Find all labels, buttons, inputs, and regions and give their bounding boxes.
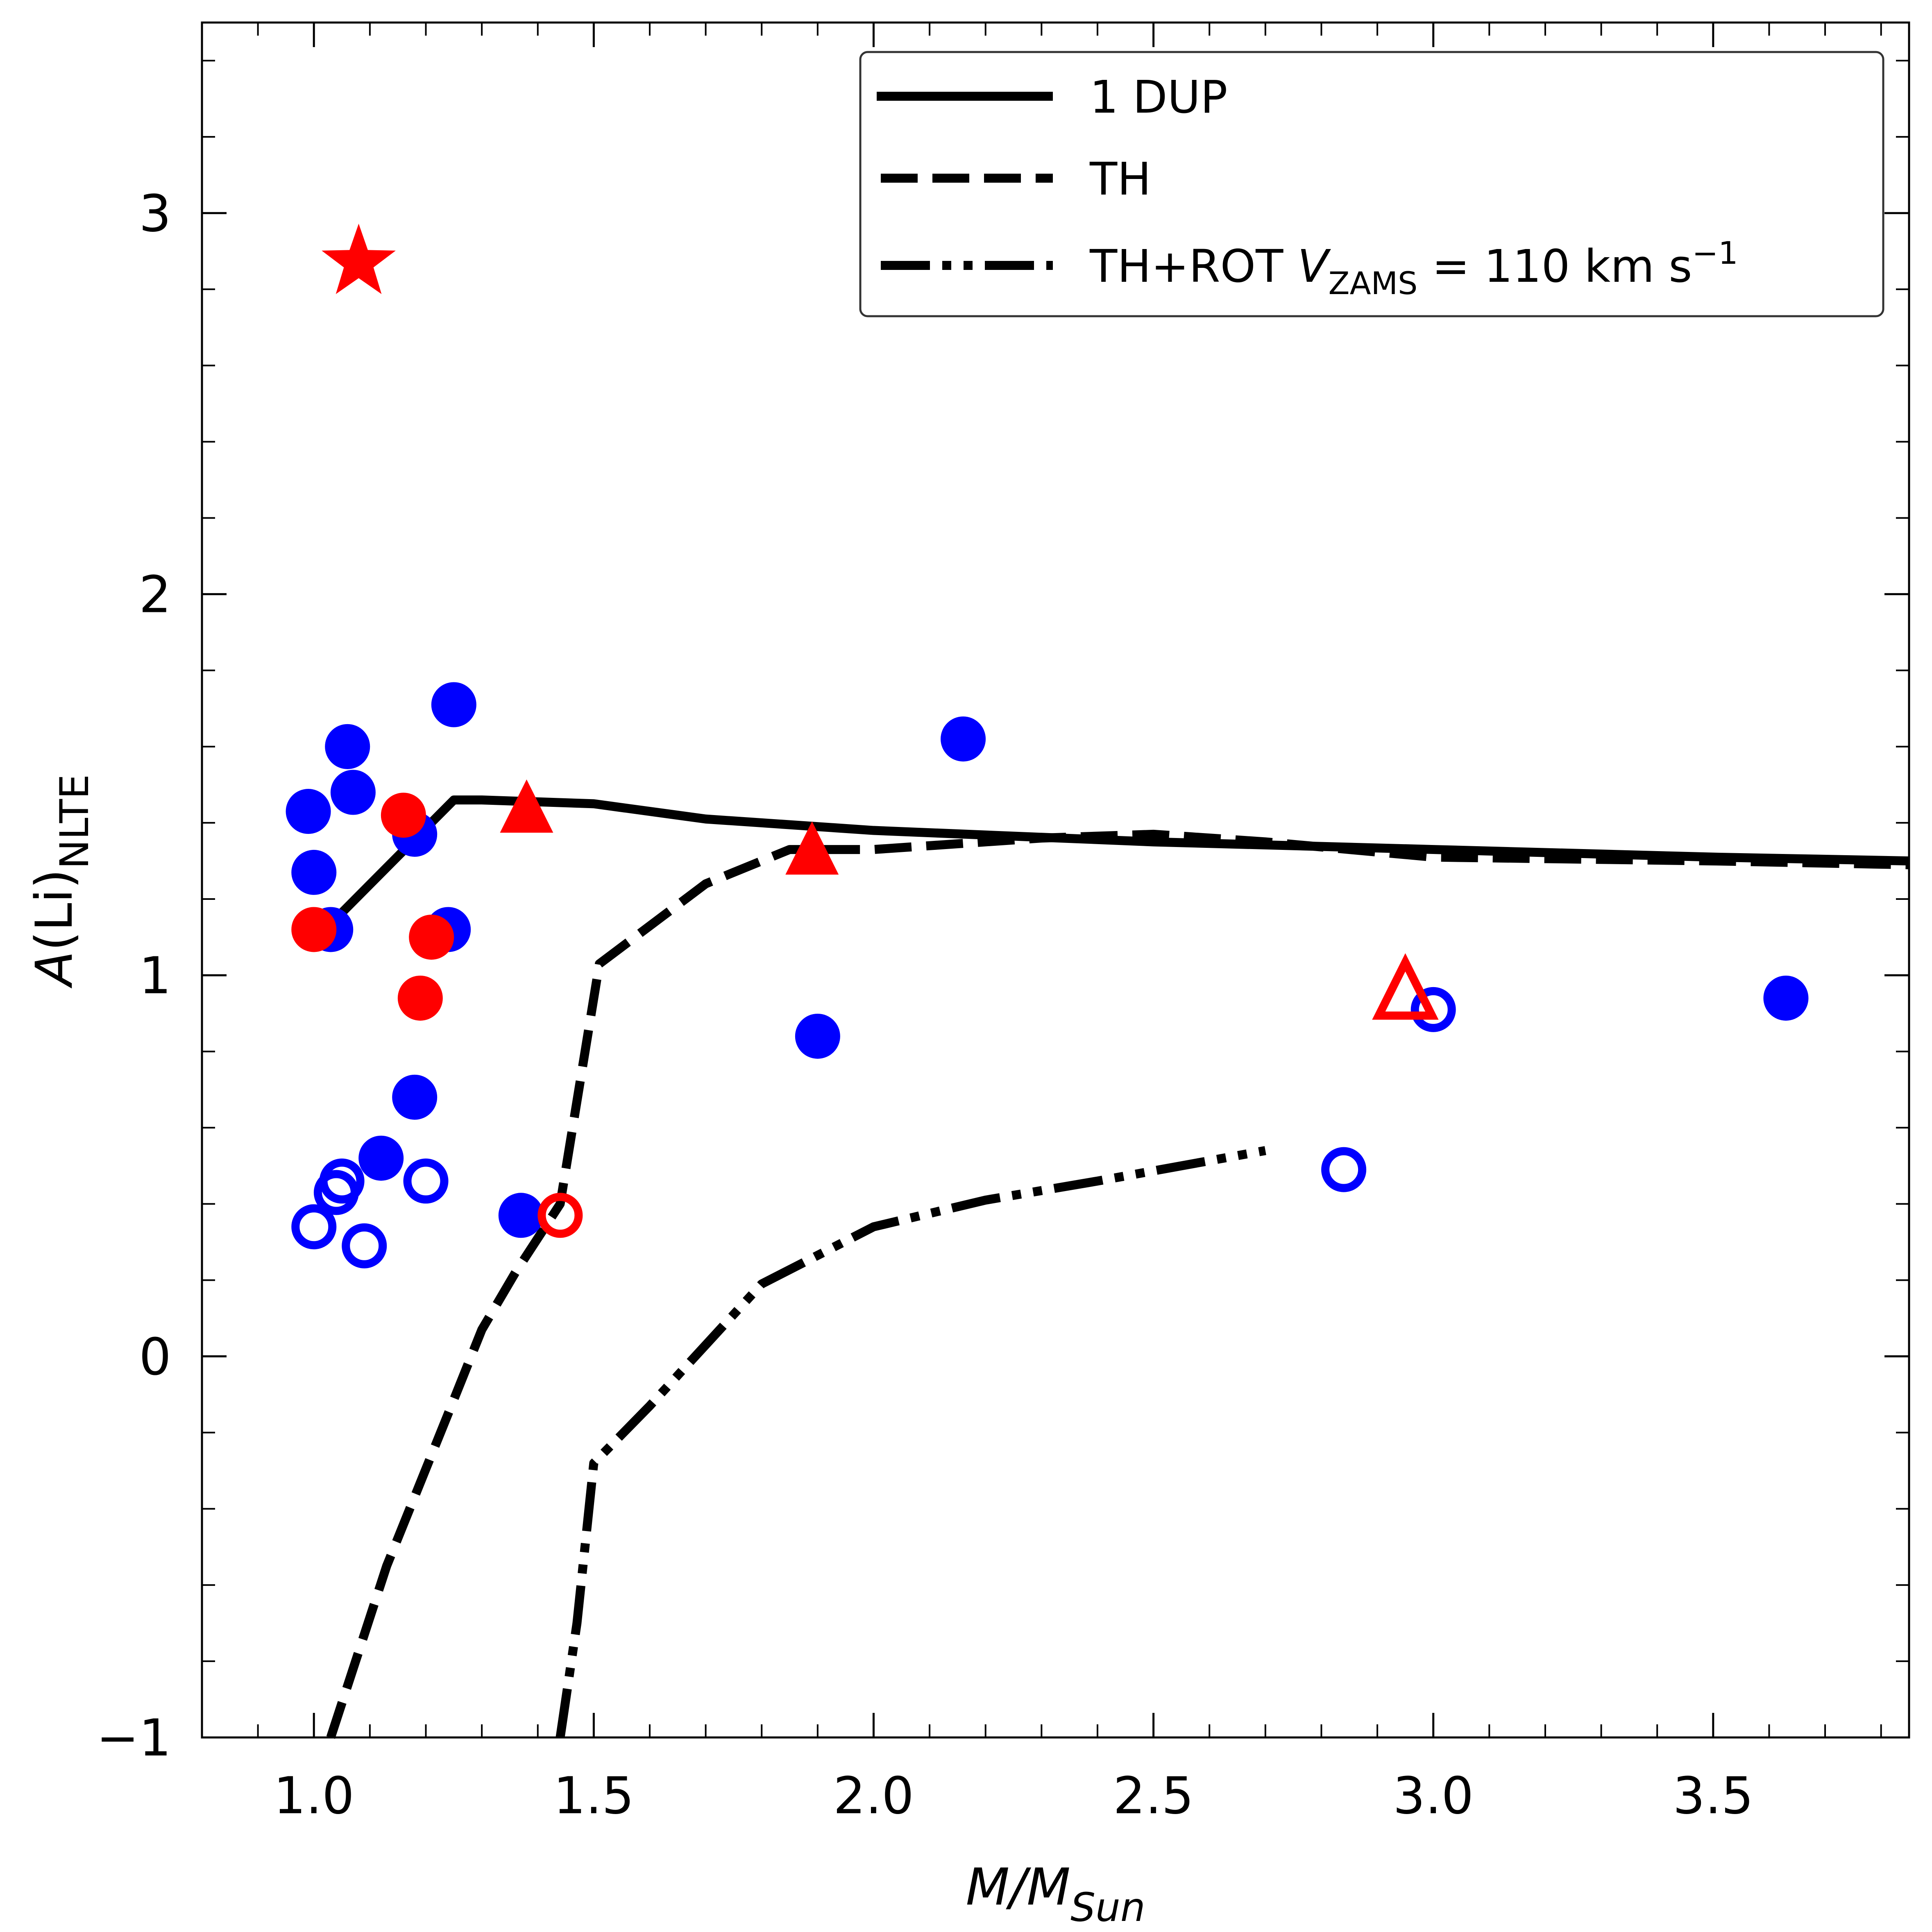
point-blue-filled-circles (358, 1135, 404, 1181)
plot-frame (201, 21, 1910, 1739)
point-blue-open-circles (342, 1223, 387, 1268)
legend-entry-throt: TH+ROT VZAMS = 110 km s−1 (881, 235, 1738, 301)
point-red-filled-triangles (785, 821, 839, 875)
point-red-star (322, 224, 396, 294)
legend-label-throt-var: V (1297, 240, 1331, 292)
line-th (326, 829, 1909, 1739)
x-tick-label: 2.5 (1113, 1767, 1194, 1826)
legend-box (859, 51, 1884, 317)
data-points (286, 224, 1809, 1268)
point-blue-open-circles (313, 1170, 359, 1215)
point-red-open-circle (537, 1193, 583, 1238)
point-blue-filled-circles (392, 1074, 438, 1120)
y-axis-title-sub: NLTE (52, 774, 98, 869)
point-blue-filled-circles (795, 1013, 840, 1059)
line-th-rot (556, 1146, 1266, 1738)
legend-label-1dup: 1 DUP (1090, 71, 1228, 123)
y-axis-title: A(Li)NLTE (25, 774, 98, 989)
legend: 1 DUP TH TH+ROT VZAMS = 110 km s−1 (859, 51, 1884, 317)
point-blue-filled-circles (286, 789, 331, 834)
point-blue-filled-circles (431, 682, 476, 727)
point-red-filled-circles (397, 975, 443, 1021)
point-blue-filled-circles (498, 1193, 544, 1238)
x-tick-label: 1.0 (274, 1767, 354, 1826)
legend-entry-1dup: 1 DUP (877, 71, 1228, 123)
x-axis-title: M/MSun (966, 1858, 1145, 1930)
point-red-open-triangle (1372, 953, 1439, 1020)
y-tick-label: 2 (139, 566, 171, 625)
point-red-filled-circles (291, 907, 337, 952)
legend-entry-th: TH (881, 153, 1151, 205)
x-tick-label: 3.0 (1393, 1767, 1474, 1826)
point-blue-open-circles (1410, 987, 1456, 1032)
legend-label-throt-sup: −1 (1692, 235, 1738, 271)
point-blue-open-circles (291, 1204, 337, 1250)
point-blue-filled-circles (941, 716, 986, 762)
model-lines (322, 795, 1909, 1739)
x-tick-label: 1.5 (553, 1767, 634, 1826)
x-axis-title-main: M/M (966, 1858, 1070, 1917)
y-tick-label: −1 (96, 1709, 171, 1768)
y-tick-label: 0 (139, 1328, 171, 1387)
point-blue-open-circles (1321, 1147, 1367, 1192)
x-axis-title-sub: Sun (1070, 1884, 1145, 1930)
point-red-filled-triangles (500, 779, 553, 833)
legend-label-throt: TH+ROT VZAMS = 110 km s−1 (1089, 235, 1738, 301)
y-tick-label: 1 (139, 947, 171, 1006)
point-red-filled-circles (409, 915, 454, 960)
y-axis-title-italic: A (25, 951, 84, 989)
point-blue-filled-circles (325, 724, 370, 769)
legend-label-throt-sub: ZAMS (1329, 265, 1418, 301)
legend-label-th: TH (1089, 153, 1151, 205)
point-blue-open-circles (403, 1158, 449, 1204)
point-blue-filled-circles (1763, 975, 1809, 1021)
x-tick-label: 2.0 (833, 1767, 914, 1826)
legend-label-throt-eq: = 110 km s (1417, 240, 1692, 292)
axis-ticks: 1.0 1.5 2.0 2.5 3.0 3.5 −1 0 1 2 3 (96, 23, 1909, 1826)
line-1-dup (322, 795, 1909, 933)
point-blue-filled-circles (330, 770, 376, 815)
x-tick-label: 3.5 (1673, 1767, 1753, 1826)
y-axis-title-main: (Li) (25, 869, 84, 951)
legend-label-throt-main: TH+ROT (1089, 240, 1297, 292)
point-red-filled-circles (381, 793, 426, 838)
point-blue-filled-circles (291, 849, 337, 895)
y-tick-label: 3 (139, 184, 171, 243)
